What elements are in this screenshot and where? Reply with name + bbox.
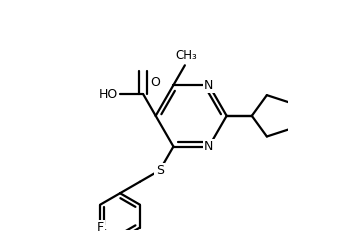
- Text: S: S: [156, 164, 164, 177]
- Text: F: F: [97, 221, 104, 234]
- Text: N: N: [204, 79, 214, 92]
- Text: HO: HO: [99, 88, 118, 101]
- Text: O: O: [150, 76, 160, 89]
- Text: CH₃: CH₃: [175, 49, 197, 62]
- Text: N: N: [204, 140, 214, 153]
